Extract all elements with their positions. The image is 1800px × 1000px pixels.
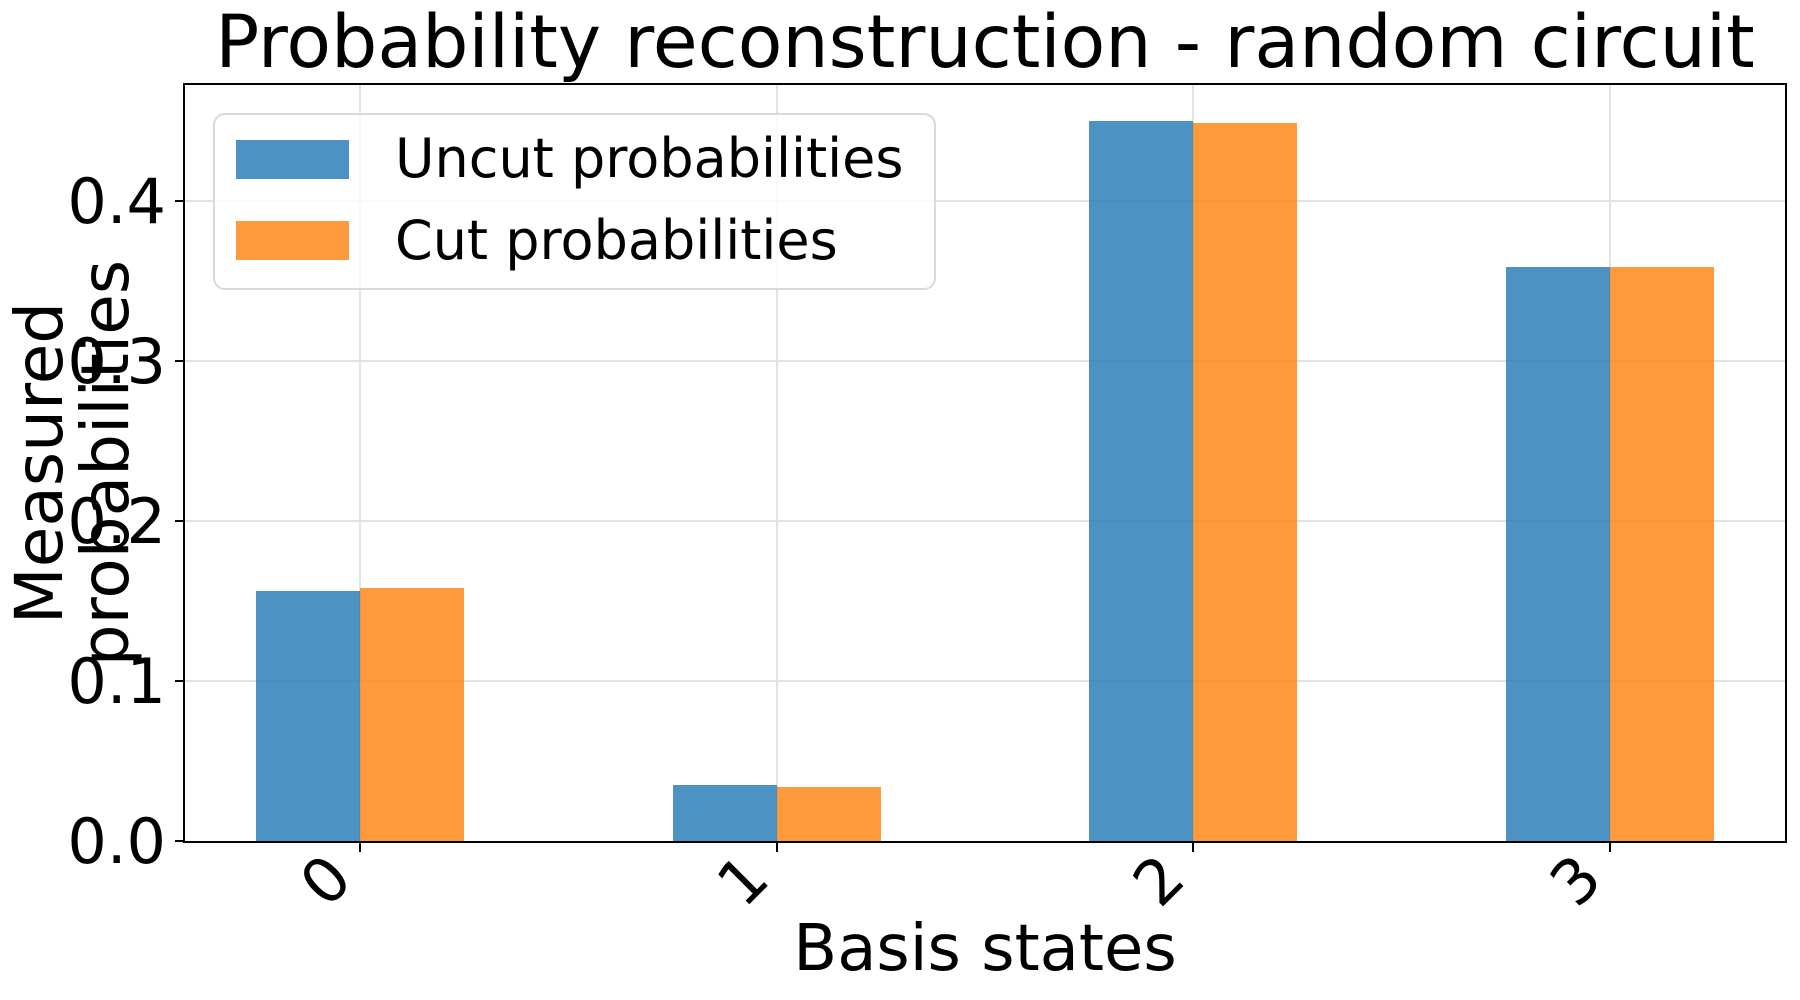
h-gridline xyxy=(185,360,1785,362)
legend-swatch xyxy=(236,139,349,179)
x-tick xyxy=(1609,843,1611,852)
legend: Uncut probabilities Cut probabilities xyxy=(213,113,936,290)
bar-cut-0 xyxy=(360,588,465,841)
y-tick-label: 0.1 xyxy=(67,645,166,718)
bar-uncut-1 xyxy=(672,785,777,841)
legend-label: Cut probabilities xyxy=(395,208,838,272)
legend-row: Uncut probabilities xyxy=(236,128,904,190)
x-tick xyxy=(1192,843,1195,852)
y-tick xyxy=(175,520,185,522)
y-tick xyxy=(175,360,185,362)
bar-uncut-3 xyxy=(1505,266,1610,841)
h-gridline xyxy=(185,520,1785,522)
x-tick xyxy=(359,843,361,852)
y-tick-label: 0.3 xyxy=(67,325,166,398)
h-gridline xyxy=(185,680,1785,682)
bar-cut-3 xyxy=(1610,266,1715,841)
chart-title: Probability reconstruction - random circ… xyxy=(215,0,1755,85)
x-tick xyxy=(775,843,778,852)
bar-uncut-2 xyxy=(1089,121,1194,841)
y-tick-label: 0.4 xyxy=(67,165,166,238)
v-gridline xyxy=(359,85,361,841)
plot-area xyxy=(185,85,1785,841)
y-tick xyxy=(175,680,185,682)
bar-cut-1 xyxy=(776,786,881,841)
bar-cut-2 xyxy=(1193,122,1298,841)
legend-row: Cut probabilities xyxy=(236,208,838,272)
x-axis-label: Basis states xyxy=(793,912,1177,986)
y-tick xyxy=(175,200,185,202)
v-gridline xyxy=(775,85,778,841)
legend-label: Uncut probabilities xyxy=(395,127,904,190)
y-tick xyxy=(175,840,185,842)
legend-swatch xyxy=(236,221,349,260)
y-tick-label: 0.0 xyxy=(67,805,166,878)
y-tick-label: 0.2 xyxy=(67,485,166,558)
h-gridline xyxy=(185,200,1785,202)
bar-uncut-0 xyxy=(255,591,360,841)
